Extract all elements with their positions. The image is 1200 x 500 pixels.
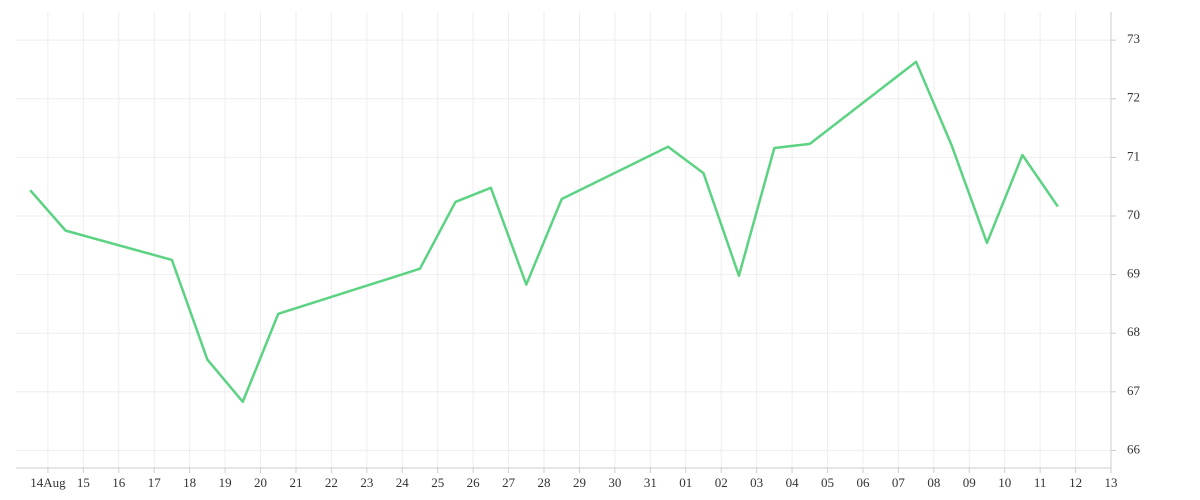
x-tick-label: 04 [786,475,800,490]
x-tick-label: 29 [573,475,586,490]
x-tick-label: 20 [254,475,267,490]
y-tick-label: 70 [1127,207,1140,222]
x-tick-label: 03 [750,475,763,490]
x-tick-label: 19 [219,475,232,490]
x-tick-label: 15 [77,475,90,490]
x-tick-label: 06 [856,475,870,490]
x-tick-label: 11 [1034,475,1047,490]
x-tick-label: 25 [431,475,444,490]
y-tick-label: 72 [1127,90,1140,105]
x-tick-label: 08 [927,475,940,490]
x-tick-label: 05 [821,475,834,490]
x-tick-label: 16 [112,475,126,490]
line-series [29,60,1059,404]
y-tick-label: 67 [1127,383,1141,398]
x-tick-label: 31 [644,475,657,490]
y-tick-label: 73 [1127,31,1140,46]
y-tick-label: 71 [1127,148,1140,163]
x-tick-label: 10 [998,475,1011,490]
x-tick-label: 13 [1105,475,1118,490]
y-tick-label: 68 [1127,324,1140,339]
x-tick-label: 07 [892,475,906,490]
x-tick-label: 18 [183,475,196,490]
x-tick-label: 09 [963,475,976,490]
x-tick-label: 24 [396,475,410,490]
y-tick-label: 66 [1127,441,1141,456]
x-tick-label: 12 [1069,475,1082,490]
x-tick-label: 01 [679,475,692,490]
x-tick-label: 14Aug [30,475,66,490]
x-tick-label: 23 [360,475,373,490]
x-tick-label: 30 [608,475,621,490]
y-tick-label: 69 [1127,266,1140,281]
x-tick-label: 21 [289,475,302,490]
x-tick-label: 22 [325,475,338,490]
x-tick-label: 27 [502,475,516,490]
x-tick-label: 26 [467,475,481,490]
x-tick-label: 02 [715,475,728,490]
x-tick-label: 28 [538,475,551,490]
x-tick-label: 17 [148,475,162,490]
